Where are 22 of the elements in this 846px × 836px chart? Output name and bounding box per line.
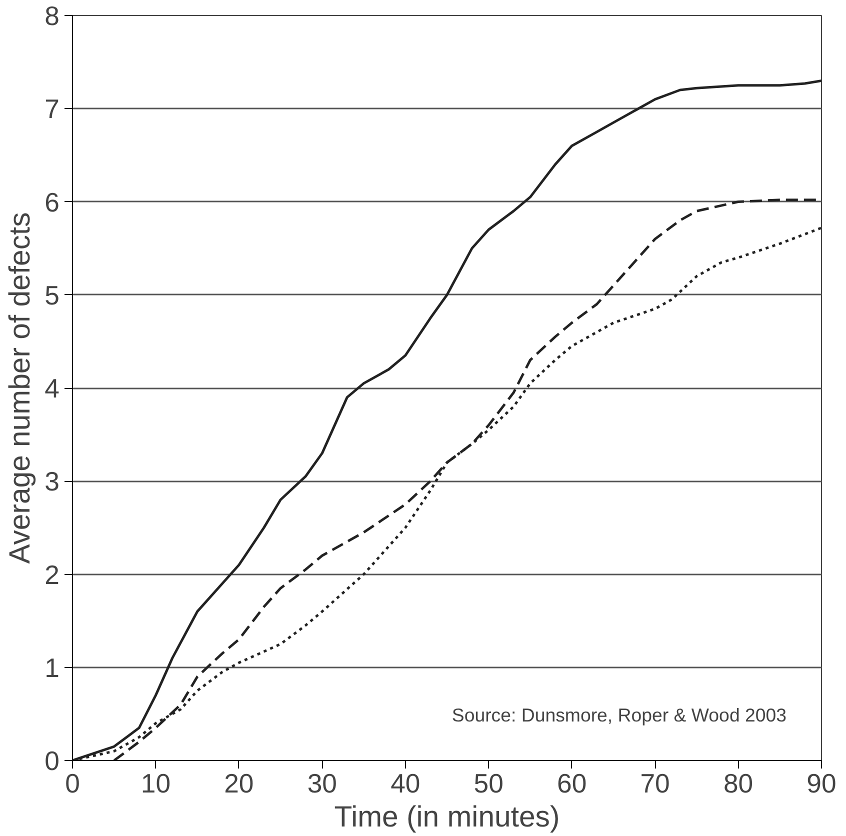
y-axis-title: Average number of defects	[4, 212, 37, 564]
y-tick-label: 6	[44, 187, 60, 218]
x-tick-label: 40	[390, 768, 420, 798]
y-tick-label: 0	[44, 746, 60, 776]
annotation: Source: Dunsmore, Roper & Wood 2003	[452, 704, 787, 726]
y-tick-label: 5	[44, 280, 60, 310]
x-axis-title: Time (in minutes)	[334, 800, 560, 834]
y-tick-label: 7	[44, 94, 60, 124]
y-tick-label: 8	[44, 1, 60, 31]
y-tick-label: 3	[44, 466, 60, 497]
x-tick-label: 10	[140, 768, 171, 798]
x-tick-label: 30	[307, 768, 337, 798]
x-tick-label: 50	[474, 768, 504, 798]
x-tick-label: 0	[65, 768, 80, 798]
y-tick-label: 4	[44, 374, 60, 404]
x-tick-label: 80	[723, 768, 754, 798]
y-tick-label: 2	[44, 560, 60, 590]
x-tick-label: 20	[224, 768, 254, 798]
y-tick-label: 1	[44, 652, 60, 683]
x-tick-label: 90	[806, 768, 836, 798]
x-tick-label: 60	[557, 768, 587, 798]
x-tick-label: 70	[640, 768, 670, 798]
